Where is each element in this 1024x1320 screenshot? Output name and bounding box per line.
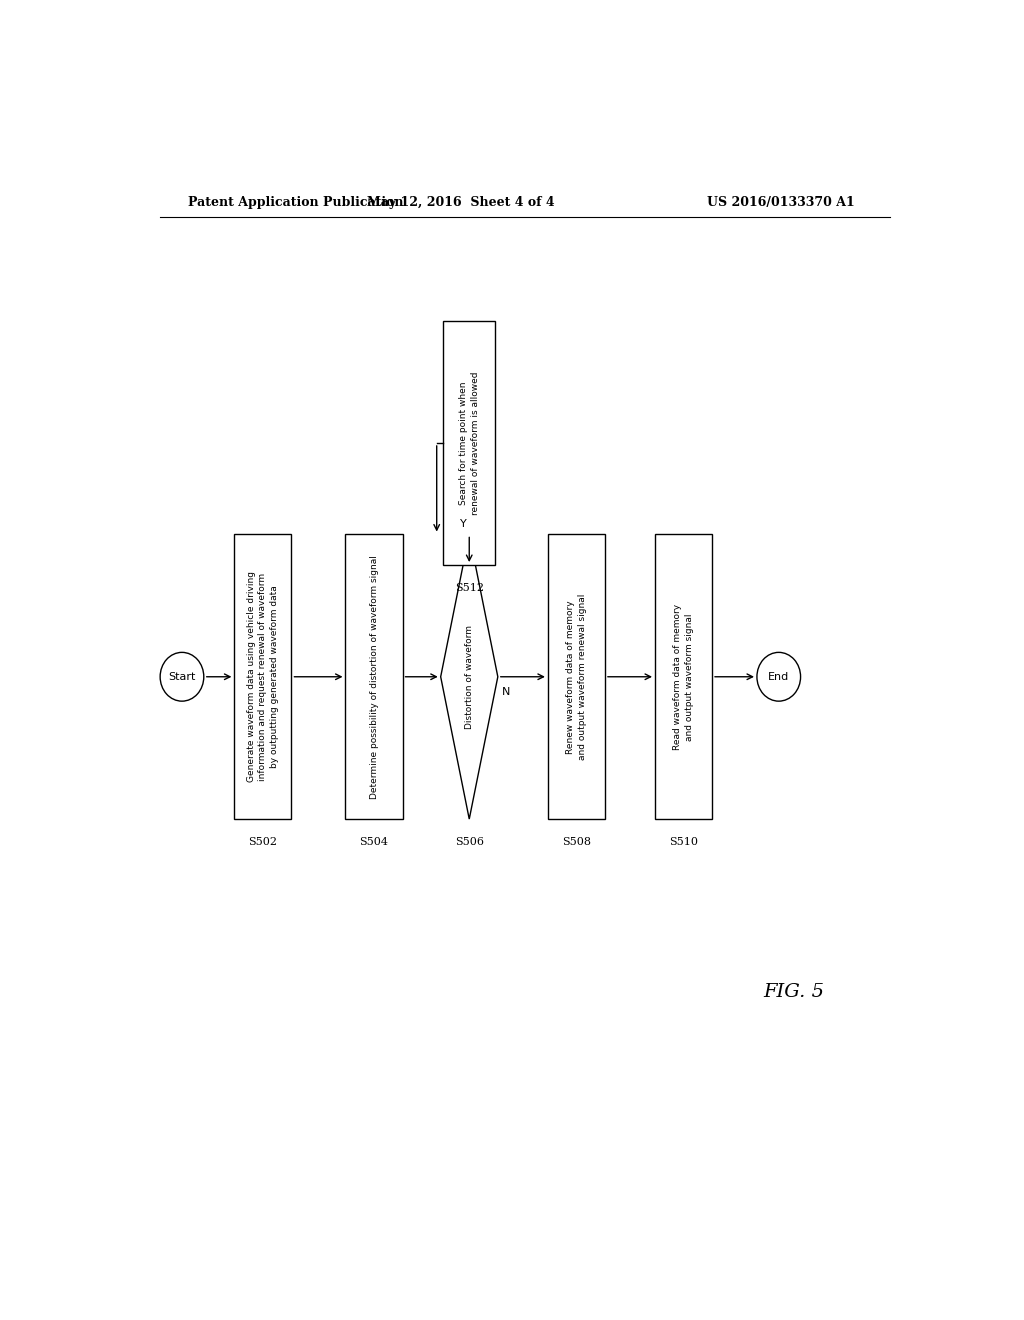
FancyBboxPatch shape: [443, 321, 495, 565]
Text: Determine possibility of distortion of waveform signal: Determine possibility of distortion of w…: [370, 554, 379, 799]
Text: S504: S504: [359, 837, 388, 847]
Text: S506: S506: [455, 837, 483, 847]
Text: Distortion of waveform: Distortion of waveform: [465, 624, 474, 729]
Text: Search for time point when
renewal of waveform is allowed: Search for time point when renewal of wa…: [459, 371, 479, 515]
Text: Y: Y: [460, 519, 466, 529]
Polygon shape: [440, 535, 498, 818]
FancyBboxPatch shape: [345, 535, 402, 818]
Text: Generate waveform data using vehicle driving
information and request renewal of : Generate waveform data using vehicle dri…: [247, 572, 280, 783]
FancyBboxPatch shape: [548, 535, 605, 818]
Text: S510: S510: [669, 837, 698, 847]
Text: Read waveform data of memory
and output waveform signal: Read waveform data of memory and output …: [673, 603, 694, 750]
FancyBboxPatch shape: [234, 535, 292, 818]
Text: Patent Application Publication: Patent Application Publication: [187, 195, 403, 209]
Text: Start: Start: [168, 672, 196, 681]
FancyBboxPatch shape: [655, 535, 712, 818]
Text: May 12, 2016  Sheet 4 of 4: May 12, 2016 Sheet 4 of 4: [368, 195, 555, 209]
Text: S508: S508: [562, 837, 591, 847]
Text: S512: S512: [455, 583, 483, 593]
Ellipse shape: [757, 652, 801, 701]
Text: N: N: [502, 686, 510, 697]
Text: S502: S502: [249, 837, 278, 847]
Text: Renew waveform data of memory
and output waveform renewal signal: Renew waveform data of memory and output…: [566, 594, 587, 760]
Text: End: End: [768, 672, 790, 681]
Ellipse shape: [160, 652, 204, 701]
Text: FIG. 5: FIG. 5: [763, 983, 824, 1001]
Text: US 2016/0133370 A1: US 2016/0133370 A1: [708, 195, 855, 209]
